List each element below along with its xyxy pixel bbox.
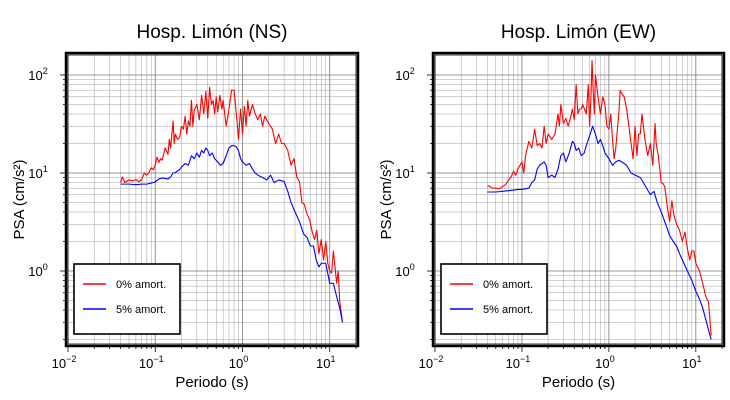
x-tick-label: 101 [682, 354, 701, 371]
plot-frame [431, 51, 726, 348]
x-tick-label: 10−2 [52, 354, 77, 371]
chart-title: Hosp. Limón (NS) [137, 22, 288, 43]
legend-box [440, 263, 548, 335]
x-tick-label: 10−1 [139, 354, 164, 371]
legend: 0% amort. 5% amort. [73, 263, 181, 335]
series-line-amort-5 [120, 145, 344, 323]
series-line-amort-0 [120, 86, 344, 323]
series-line-amort-0 [487, 60, 712, 336]
y-tick-label: 101 [395, 164, 414, 181]
y-tick-label: 100 [395, 262, 414, 279]
y-axis-label: PSA (cm/s²) [378, 159, 395, 239]
chart-panel-ns: 10−2 10−1 100 101 100 101 102 Hosp. Limón (NS) P… [11, 22, 360, 391]
x-tick-label: 101 [316, 354, 335, 371]
y-axis-label: PSA (cm/s²) [11, 159, 28, 239]
y-tick-label: 101 [28, 164, 47, 181]
legend-label: 0% amort. [116, 279, 166, 291]
chart-title: Hosp. Limón (EW) [501, 22, 656, 43]
legend-label: 0% amort. [483, 279, 533, 291]
x-tick-label: 100 [595, 354, 614, 371]
x-axis-label: Periodo (s) [175, 374, 248, 391]
legend-label: 5% amort. [116, 304, 166, 316]
legend-label: 5% amort. [483, 304, 533, 316]
series-line-amort-5 [487, 125, 712, 340]
grid [67, 55, 357, 344]
x-tick-label: 10−2 [419, 354, 444, 371]
legend-box [73, 263, 181, 335]
y-tick-label: 102 [28, 66, 47, 83]
y-tick-label: 102 [395, 66, 414, 83]
axis-ticks [60, 74, 357, 352]
x-tick-label: 100 [229, 354, 248, 371]
x-axis-label: Periodo (s) [542, 374, 615, 391]
chart-panel-ew: 10−2 10−1 100 101 100 101 102 Hosp. Limón (EW) P… [378, 22, 726, 391]
x-tick-label: 10−1 [506, 354, 531, 371]
y-tick-label: 100 [28, 262, 47, 279]
plot-frame [64, 51, 360, 348]
legend: 0% amort. 5% amort. [440, 263, 548, 335]
axis-ticks [427, 74, 723, 352]
plot-area [67, 54, 357, 345]
plot-area [434, 54, 723, 345]
